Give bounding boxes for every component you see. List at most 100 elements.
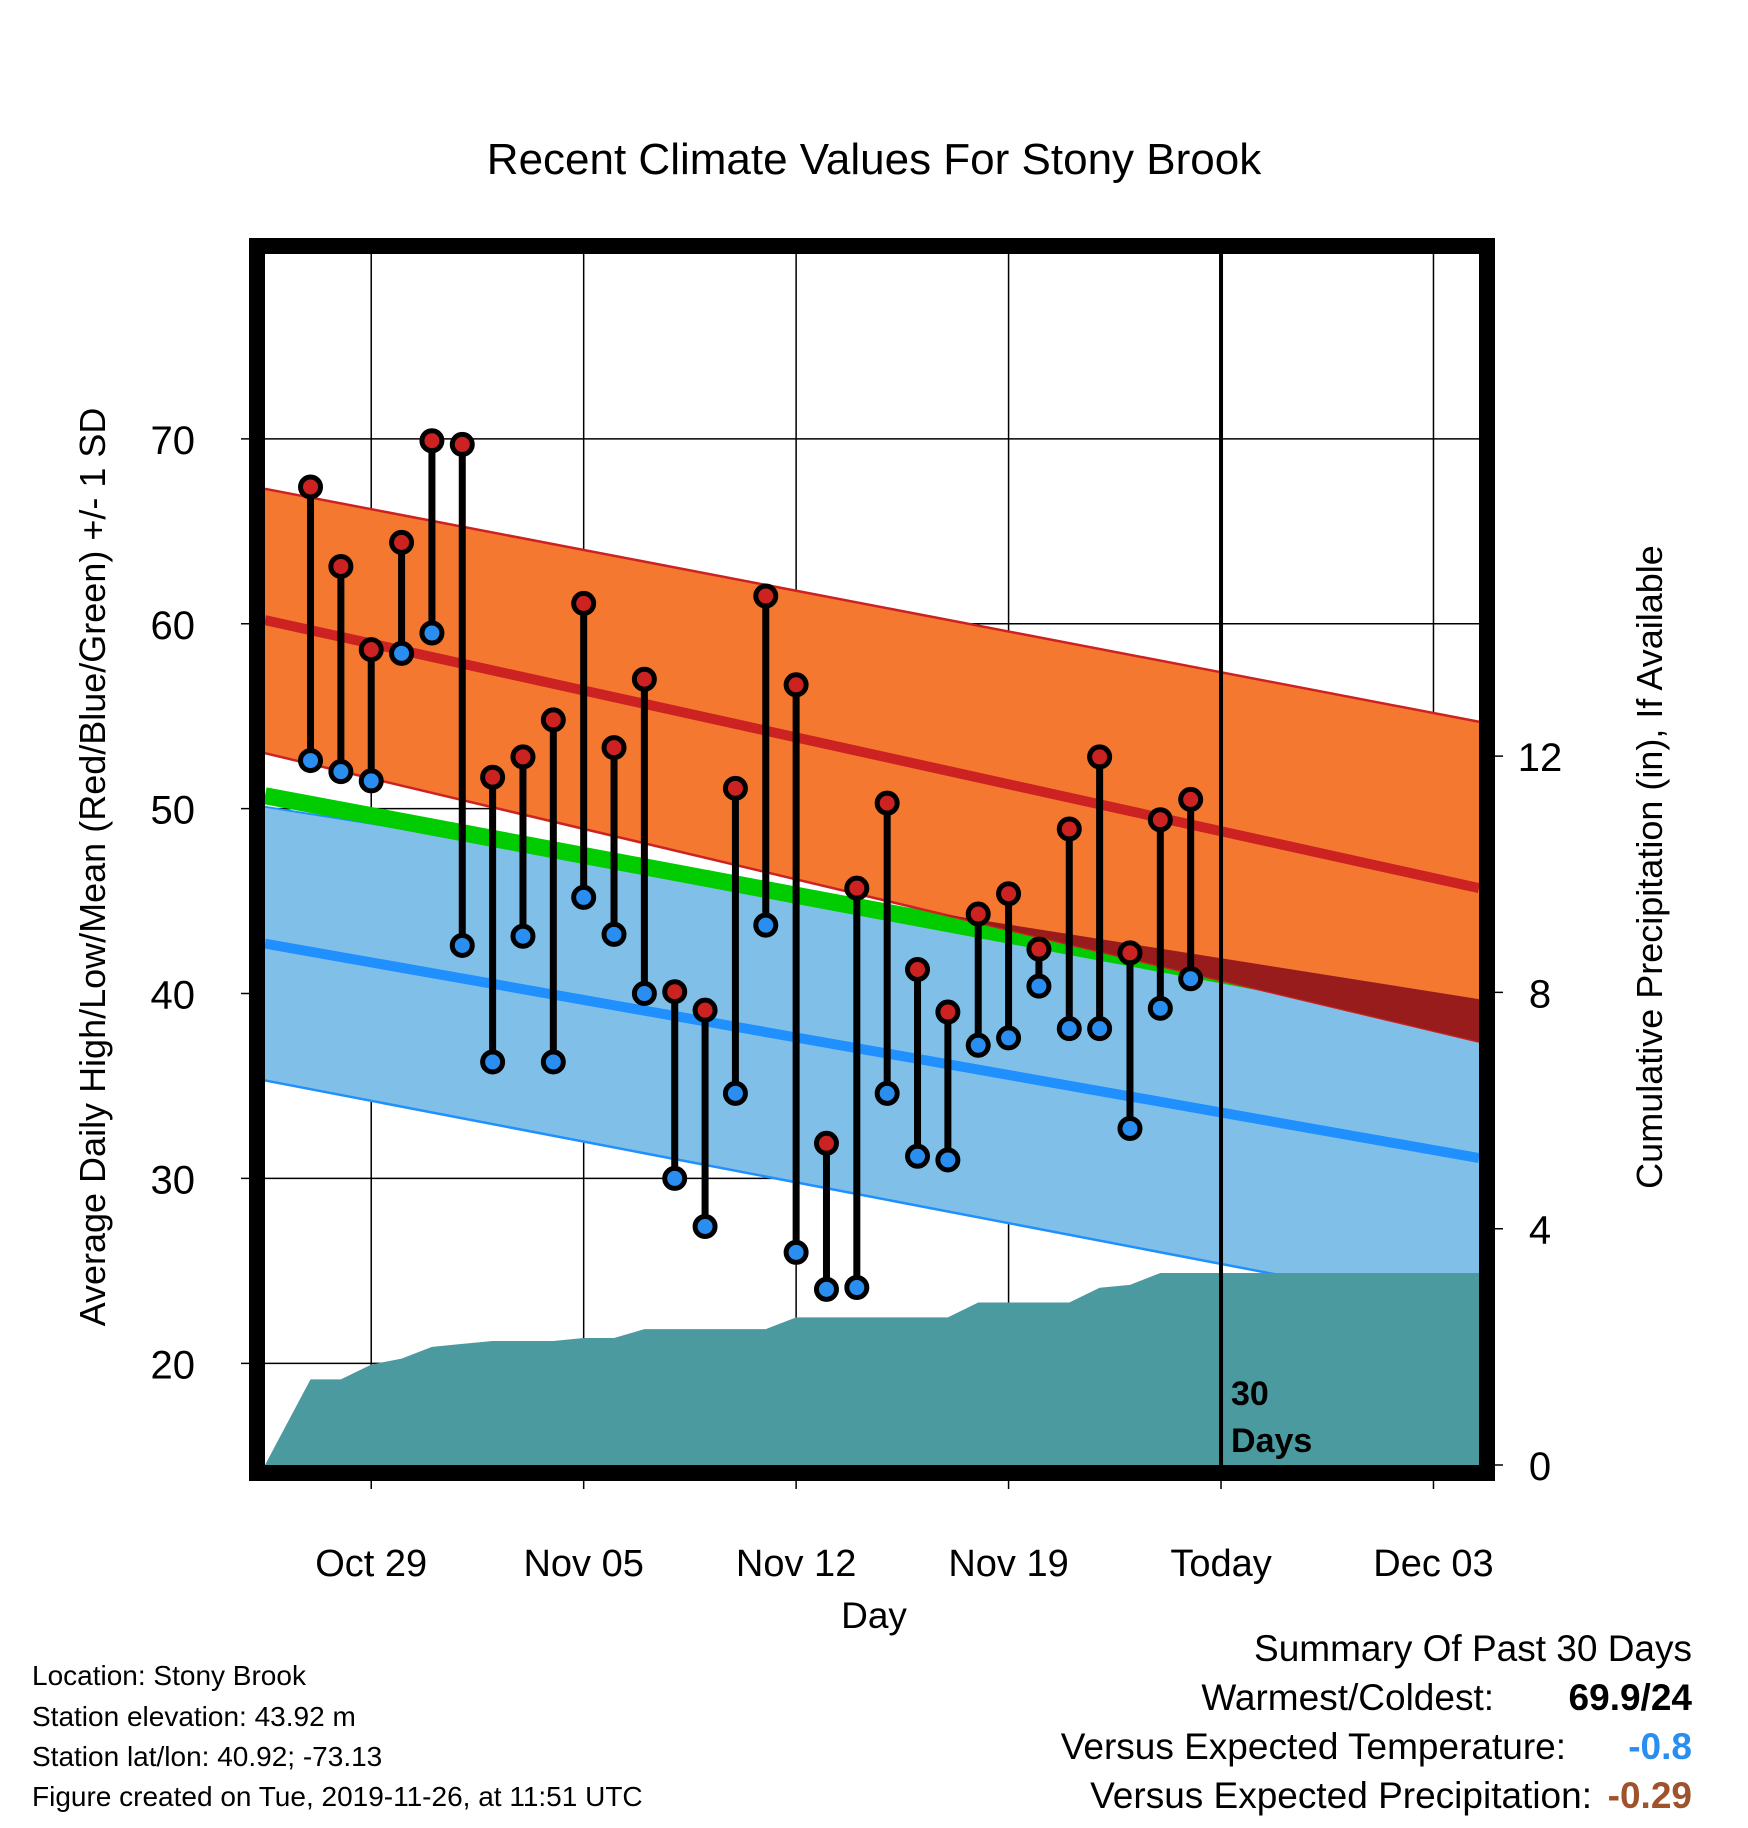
high-point [480,764,506,790]
high-point [965,901,991,927]
low-point [389,640,415,666]
y-axis-label: Average Daily High/Low/Mean (Red/Blue/Gr… [72,408,113,1327]
info-location: Location: Stony Brook [32,1660,306,1691]
summary-precip-label: Versus Expected Precipitation: [1090,1775,1592,1816]
x-axis-label: Day [841,1595,907,1636]
high-point [692,997,718,1023]
high-point [996,881,1022,907]
low-point [813,1276,839,1302]
today-label-count: 30 [1231,1375,1269,1413]
low-point [358,768,384,794]
plot-frame [249,238,1495,1481]
high-point [1178,786,1204,812]
low-point [783,1239,809,1265]
y2-tick-label: 12 [1518,736,1563,780]
low-point [662,1165,688,1191]
high-point [905,957,931,983]
high-point [601,735,627,761]
high-point [722,775,748,801]
x-tick-label: Dec 03 [1373,1543,1493,1585]
low-normal-line [264,938,1480,1164]
low-point [1056,1016,1082,1042]
low-point [328,759,354,785]
high-point [449,431,475,457]
y-tick-label: 60 [151,604,196,648]
high-normal-line [263,615,1481,894]
high-point [328,553,354,579]
y-tick-label: 40 [151,974,196,1018]
high-point [844,875,870,901]
low-point [631,981,657,1007]
high-point [540,707,566,733]
low-point [722,1080,748,1106]
x-tick-label: Nov 12 [736,1543,856,1585]
low-point [1178,966,1204,992]
low-point [510,923,536,949]
high-lower-edge [264,751,1480,1043]
high-point [813,1130,839,1156]
low-point [874,1080,900,1106]
high-upper-edge [264,487,1480,723]
y2-tick-label: 4 [1529,1209,1551,1253]
high-point [631,666,657,692]
summary-warmest-label: Warmest/Coldest: [1201,1677,1494,1718]
high-point [662,979,688,1005]
low-point [844,1275,870,1301]
y-tick-label: 20 [151,1343,196,1387]
y2-tick-label: 8 [1529,972,1551,1016]
summary-temp-value: -0.8 [1628,1726,1692,1767]
high-point [1147,807,1173,833]
high-point [419,428,445,454]
low-point [571,884,597,910]
low-point [540,1049,566,1075]
low-point [480,1049,506,1075]
low-point [1117,1116,1143,1142]
sd-overlap-region [942,914,1479,1042]
low-point [419,620,445,646]
info-latlon: Station lat/lon: 40.92; -73.13 [32,1741,383,1772]
low-point [1026,973,1052,999]
high-point [298,474,324,500]
summary-temp-label: Versus Expected Temperature: [1060,1726,1566,1767]
summary-heading: Summary Of Past 30 Days [1254,1628,1692,1669]
high-point [389,529,415,555]
high-point [1087,744,1113,770]
high-point [1117,940,1143,966]
precipitation-area [265,1273,1479,1465]
high-sd-band [265,488,1479,1042]
summary-precip-value: -0.29 [1607,1775,1692,1816]
x-tick-label: Oct 29 [315,1543,427,1585]
low-point [935,1147,961,1173]
high-point [1056,816,1082,842]
high-point [358,637,384,663]
low-point [996,1025,1022,1051]
high-point [571,590,597,616]
low-point [1087,1016,1113,1042]
high-point [510,744,536,770]
low-point [298,748,324,774]
y-tick-label: 70 [151,419,196,463]
info-elevation: Station elevation: 43.92 m [32,1701,356,1732]
y2-axis-label: Cumulative Precipitation (in), If Availa… [1629,545,1670,1189]
low-point [753,912,779,938]
high-point [935,999,961,1025]
y-tick-label: 30 [151,1158,196,1202]
low-point [449,932,475,958]
low-sd-band [265,806,1479,1314]
today-label-unit: Days [1231,1422,1312,1460]
high-point [753,583,779,609]
y2-tick-label: 0 [1529,1445,1551,1489]
info-created: Figure created on Tue, 2019-11-26, at 11… [32,1781,643,1812]
high-point [1026,936,1052,962]
x-tick-label: Today [1170,1543,1271,1585]
x-tick-label: Nov 05 [523,1543,643,1585]
high-point [874,790,900,816]
low-point [965,1032,991,1058]
y-tick-label: 50 [151,789,196,833]
low-point [601,921,627,947]
high-point [783,672,809,698]
summary-warmest-value: 69.9/24 [1568,1677,1692,1718]
chart-title: Recent Climate Values For Stony Brook [487,135,1262,184]
low-point [905,1143,931,1169]
